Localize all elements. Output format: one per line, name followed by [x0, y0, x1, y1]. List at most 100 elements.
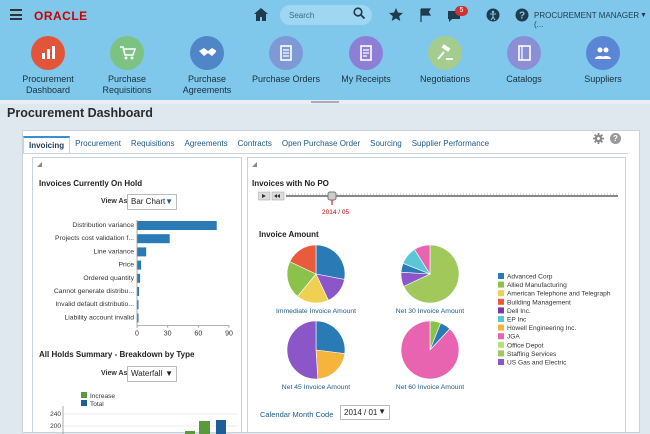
help-icon[interactable]: ? [515, 8, 529, 22]
pie-slice[interactable] [289, 244, 317, 275]
legend-label: EP Inc [507, 317, 527, 324]
springboard-nav: Procurement Dashboard Purchase Requisitio… [0, 31, 650, 100]
pie-slice[interactable] [315, 244, 346, 280]
tab-agreements[interactable]: Agreements [184, 139, 228, 148]
legend-swatch [498, 281, 504, 288]
cart-icon [110, 36, 144, 70]
tab-supplier-performance[interactable]: Supplier Performance [411, 139, 490, 148]
slider-thumb [327, 191, 337, 201]
view-as-value-2: Waterfall [131, 369, 163, 378]
category-label: Ordered quantity [83, 275, 134, 282]
svg-text:?: ? [519, 11, 525, 22]
nav-label: Purchase Agreements [182, 74, 232, 95]
nav-label: Catalogs [506, 74, 542, 84]
pie-slice[interactable] [414, 244, 431, 276]
gear-icon[interactable] [593, 133, 604, 144]
nav-item-3[interactable]: Purchase Orders [246, 36, 326, 85]
legend-swatch [498, 341, 504, 348]
pie-slice[interactable] [400, 320, 460, 380]
legend-label: Increase [90, 393, 115, 400]
menu-icon[interactable] [10, 9, 22, 20]
user-role-menu[interactable]: PROCUREMENT MANAGER (... [534, 11, 640, 29]
nav-item-6[interactable]: Catalogs [484, 36, 564, 85]
pie-slice[interactable] [315, 349, 346, 380]
nav-item-7[interactable]: Suppliers [563, 36, 643, 85]
help-icon[interactable]: ? [610, 133, 621, 144]
pie-label: Net 60 Invoice Amount [396, 384, 464, 391]
nav-item-4[interactable]: My Receipts [326, 36, 406, 85]
view-as-value: Bar Chart [131, 197, 166, 206]
tab-sourcing[interactable]: Sourcing [370, 139, 402, 148]
pie-label: Net 30 Invoice Amount [396, 308, 464, 315]
bar[interactable] [137, 313, 139, 323]
dashboard-tabs: Invoicing Procurement Requisitions Agreemen… [23, 136, 494, 154]
legend-swatch [498, 359, 504, 365]
book-icon [507, 36, 541, 70]
chevron-down-icon[interactable]: ▼ [640, 12, 647, 19]
nav-label: Purchase Requisitions [102, 74, 152, 95]
bar[interactable] [137, 234, 170, 244]
tab-invoicing[interactable]: Invoicing [23, 136, 71, 154]
pie-slice[interactable] [403, 244, 460, 304]
tick-label: 200 [50, 423, 61, 430]
nav-label: Negotiations [419, 74, 471, 84]
bar[interactable] [137, 300, 139, 310]
nav-item-2[interactable]: Purchase Agreements [167, 36, 247, 96]
collapse-handle[interactable] [311, 101, 339, 103]
people-icon [586, 36, 620, 70]
nav-item-0[interactable]: Procurement Dashboard [8, 36, 88, 96]
legend-swatch [498, 350, 504, 357]
tab-open-purchase-order[interactable]: Open Purchase Order [281, 139, 361, 148]
month-label: Calendar Month Code [260, 410, 334, 419]
legend-label: US Gas and Electric [507, 360, 567, 367]
legend-label: Advanced Corp [507, 274, 553, 281]
pie-label: Net 45 Invoice Amount [282, 384, 350, 391]
legend-swatch [498, 273, 504, 279]
top-bar: ORACLE Search 5 ? PROCUREMENT MANAGER (.… [0, 0, 650, 31]
oracle-logo: ORACLE [34, 9, 88, 23]
chevron-down-icon: ▼ [165, 369, 173, 378]
flag-icon[interactable] [419, 8, 433, 22]
nav-item-5[interactable]: Negotiations [405, 36, 485, 85]
tick-label: 90 [225, 331, 233, 336]
dashboard-chart-icon [31, 36, 65, 70]
tab-requisitions[interactable]: Requisitions [130, 139, 175, 148]
bar[interactable] [137, 287, 140, 296]
search-input[interactable]: Search [280, 5, 372, 25]
bar[interactable] [137, 273, 141, 283]
favorites-star-icon[interactable] [389, 8, 403, 22]
hold-title: Invoices Currently On Hold [39, 179, 143, 188]
receipt-icon [349, 36, 383, 70]
pie-slice[interactable] [315, 320, 346, 354]
chevron-down-icon: ▼ [165, 197, 173, 206]
nav-label: Purchase Orders [251, 74, 321, 84]
view-as-select-2[interactable]: Waterfall ▼ [127, 366, 177, 382]
expand-corner-icon[interactable] [252, 162, 257, 167]
tab-procurement[interactable]: Procurement [75, 139, 121, 148]
legend-label: Building Management [507, 299, 571, 306]
pie-slice[interactable] [286, 320, 319, 380]
legend-swatch [498, 316, 504, 322]
category-label: Invalid default distributio... [55, 301, 134, 308]
nav-item-1[interactable]: Purchase Requisitions [87, 36, 167, 96]
bar[interactable] [137, 260, 142, 270]
month-select[interactable]: 2014 / 01 ▼ [340, 405, 390, 420]
document-icon [269, 36, 303, 70]
bar[interactable] [137, 221, 217, 230]
home-icon[interactable] [254, 8, 268, 21]
tab-contracts[interactable]: Contracts [237, 139, 272, 148]
view-as-select[interactable]: Bar Chart ▼ [127, 194, 177, 210]
legend-swatch [498, 298, 504, 305]
expand-corner-icon[interactable] [37, 162, 42, 167]
legend-swatch [81, 400, 87, 406]
accessibility-icon[interactable] [486, 8, 500, 22]
view-as-label-2: View As [101, 370, 128, 377]
legend-swatch [81, 392, 87, 398]
legend-label: JGA [507, 334, 520, 341]
pie-slice[interactable] [286, 261, 317, 297]
search-icon[interactable] [353, 7, 365, 19]
bar[interactable] [137, 247, 147, 257]
nav-label: Suppliers [584, 74, 622, 84]
time-slider[interactable] [258, 190, 620, 216]
page-title: Procurement Dashboard [7, 106, 153, 120]
